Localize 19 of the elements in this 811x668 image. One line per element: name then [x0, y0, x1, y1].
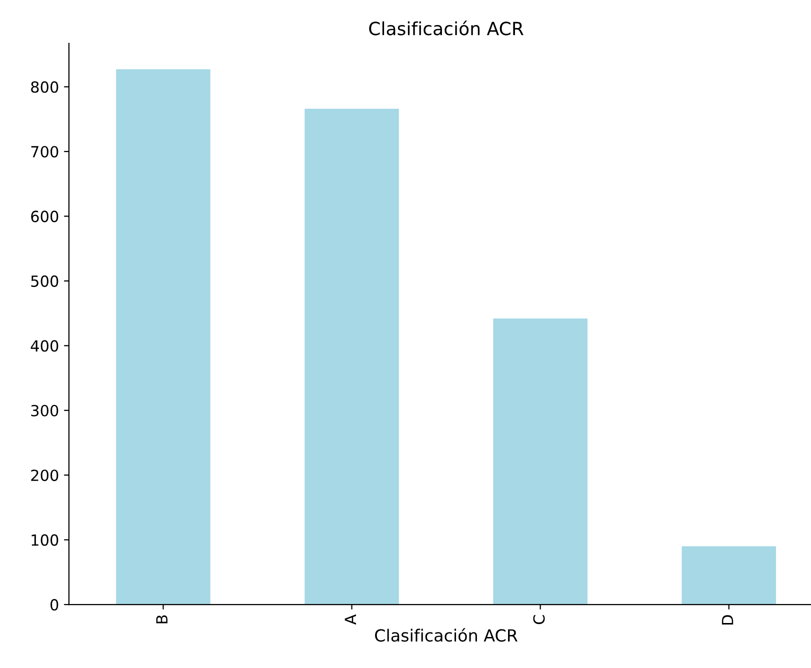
y-tick-label: 0 [50, 599, 58, 611]
bar [682, 546, 776, 605]
y-tick-label: 800 [31, 81, 58, 93]
x-tick-label: B [156, 615, 168, 624]
x-axis-title: Clasificación ACR [375, 628, 518, 642]
x-tick-label: A [344, 614, 356, 625]
y-tick-label: 100 [32, 534, 58, 546]
bar [493, 318, 588, 605]
y-tick-label: 700 [31, 146, 58, 158]
bar [304, 108, 399, 605]
y-tick-label: 300 [31, 404, 58, 416]
y-tick-label: 600 [31, 210, 58, 222]
bar [116, 69, 210, 605]
x-tick-label: C [533, 615, 545, 624]
y-tick-label: 200 [31, 470, 58, 482]
chart-title: Clasificación ACR [369, 20, 524, 36]
y-tick-label: 500 [31, 275, 58, 287]
x-tick-label: D [722, 615, 734, 625]
y-tick-label: 400 [30, 340, 58, 352]
